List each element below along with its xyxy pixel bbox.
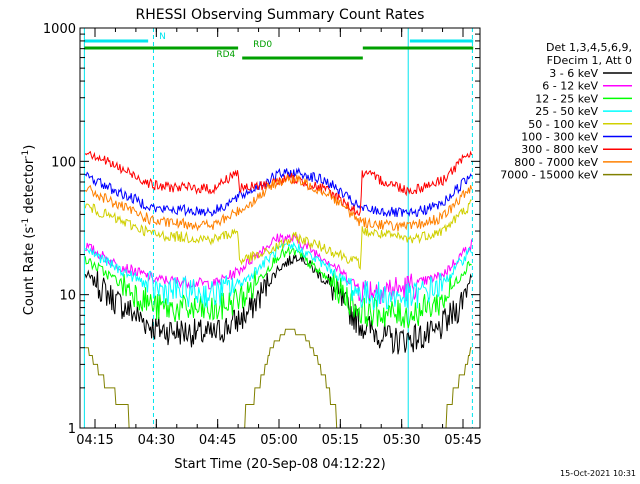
x-tick-label: 05:15 [322,433,359,448]
series-line [85,232,473,305]
flag-label: RD4 [216,50,235,60]
timestamp: 15-Oct-2021 10:31 [560,469,636,478]
series-line [84,150,473,217]
flag-label: RD0 [253,40,272,50]
x-tick-label: 05:00 [260,433,297,448]
y-tick-label: 1 [68,422,76,437]
y-axis-label-end: ) [22,145,37,150]
series-line [84,252,473,355]
y-tick-label: 10 [59,289,76,304]
y-axis-label: Count Rate (s-1 detector-1) [21,145,37,316]
y-axis-label-sup1: -1 [21,218,31,227]
legend-label: 300 - 800 keV [521,143,598,156]
x-tick-label: 05:45 [444,433,481,448]
legend: Det 1,3,4,5,6,9,FDecim 1, Att 03 - 6 keV… [500,41,632,182]
y-axis-label-sup2: -1 [21,150,31,159]
x-tick-label: 05:30 [383,433,420,448]
legend-label: 3 - 6 keV [549,67,598,80]
plot-frame [79,27,481,429]
legend-label: 50 - 100 keV [528,118,598,131]
x-tick-label: 04:15 [76,433,113,448]
series-line [84,245,472,329]
series-line [84,199,472,271]
legend-label: 25 - 50 keV [535,105,598,118]
y-tick-label: 1000 [43,22,76,37]
x-axis-label: Start Time (20-Sep-08 04:12:22) [174,457,385,472]
legend-header-line: Det 1,3,4,5,6,9, [546,41,632,54]
chart-title: RHESSI Observing Summary Count Rates [136,7,425,23]
legend-label: 12 - 25 keV [535,92,598,105]
y-axis-label-mid: detector [22,158,37,218]
axes-layer: 04:15 04:30 04:45 05:00 05:15 05:30 05:45 1 10 10… [43,22,482,448]
legend-label: 800 - 7000 keV [514,156,598,169]
legend-header-line: FDecim 1, Att 0 [547,54,632,67]
y-axis-label-main: Count Rate (s [22,227,37,316]
y-tick-label: 100 [51,155,76,170]
legend-label: 100 - 300 keV [521,131,598,144]
legend-label: 7000 - 15000 keV [500,169,598,182]
legend-label: 6 - 12 keV [542,80,598,93]
flag-label: N [159,32,166,42]
x-tick-label: 04:45 [199,433,236,448]
series-line [84,174,473,232]
series-line [84,166,473,218]
x-tick-label: 04:30 [138,433,175,448]
